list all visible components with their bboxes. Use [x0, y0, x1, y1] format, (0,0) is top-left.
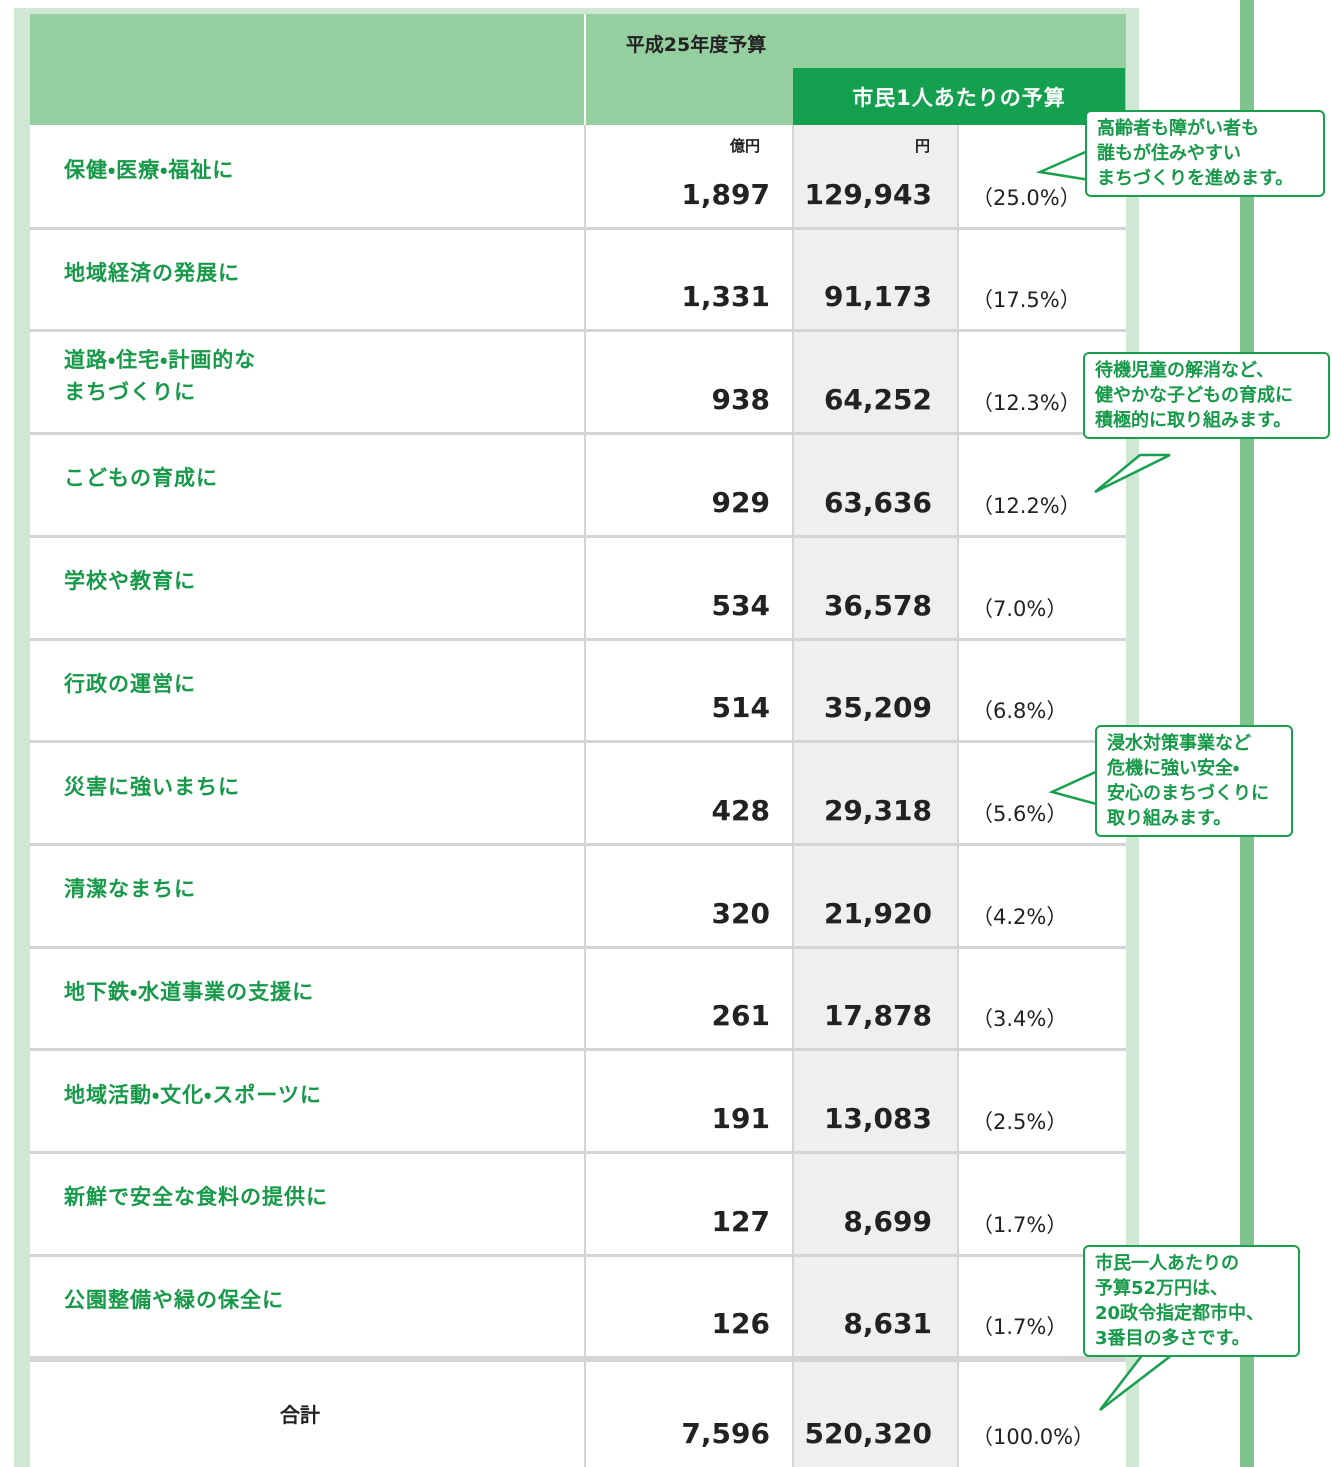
page: 平成25年度予算 市民1人あたりの予算 億円 円 保健・医療・福祉に1,8971… [0, 0, 1332, 1467]
callout: 市民一人あたりの 予算52万円は、 20政令指定都市中、 3番目の多さです。 [1083, 1245, 1300, 1357]
callout: 浸水対策事業など 危機に強い安全・ 安心のまちづくりに 取り組みます。 [1095, 725, 1293, 837]
callout: 高齢者も障がい者も 誰もが住みやすい まちづくりを進めます。 [1085, 110, 1325, 197]
pointer [1052, 770, 1100, 805]
pointer [1095, 455, 1170, 492]
pointer [1040, 150, 1090, 180]
callout: 待機児童の解消など、 健やかな子どもの育成に 積極的に取り組みます。 [1083, 352, 1330, 439]
